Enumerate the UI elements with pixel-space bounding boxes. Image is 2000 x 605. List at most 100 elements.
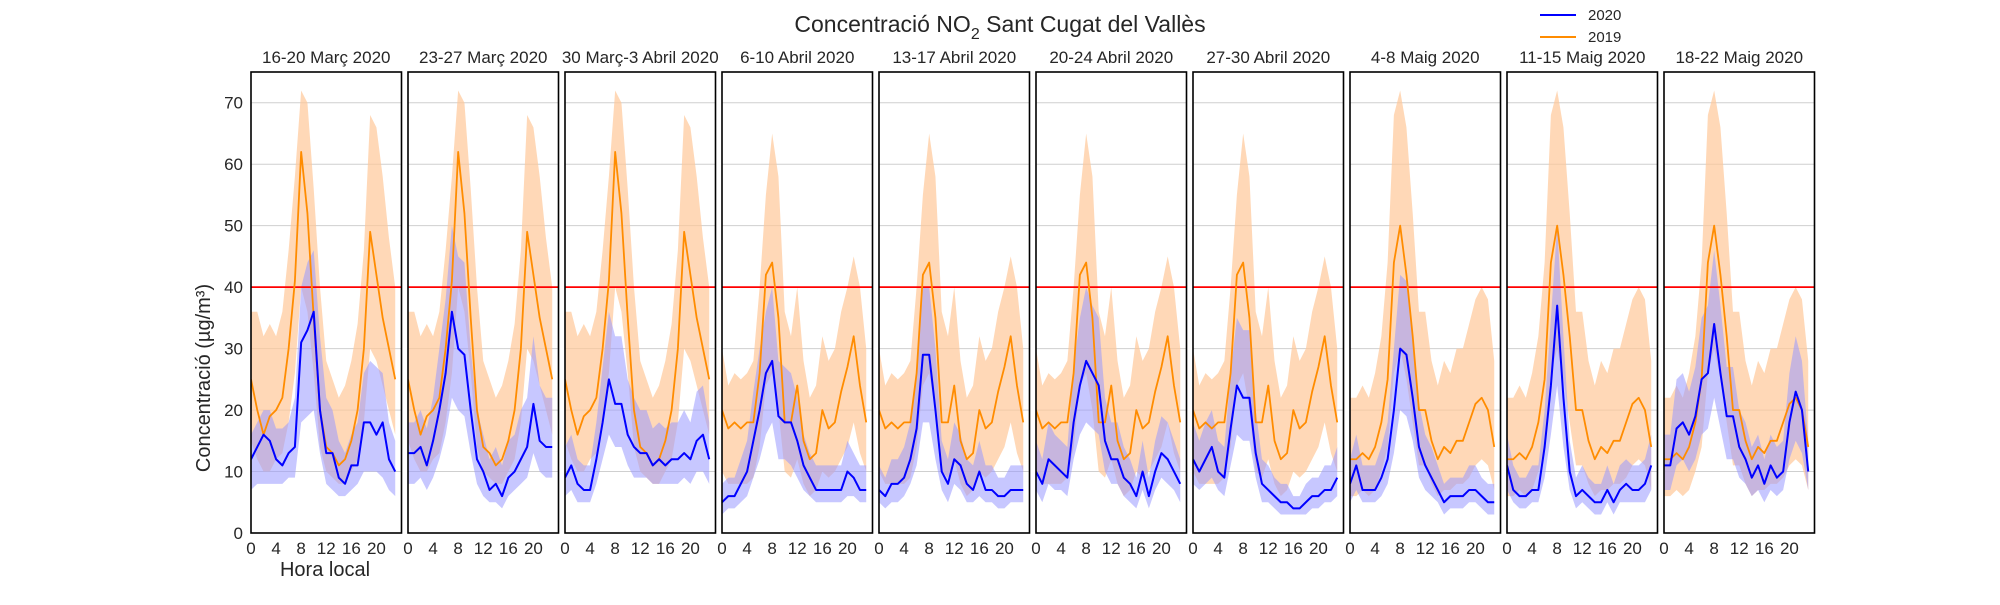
x-tick-label: 0 xyxy=(560,539,569,558)
series-2019-line xyxy=(408,151,554,467)
series-2020-line xyxy=(1350,347,1495,504)
panel-frame xyxy=(1192,71,1345,534)
x-tick-label: 0 xyxy=(403,539,412,558)
panel-9: 11-15 Maig 2020 0 4 8 12 16 20 xyxy=(1502,48,1659,558)
series-2019-line xyxy=(1036,261,1182,461)
series-2020-line xyxy=(722,359,867,503)
band-2020 xyxy=(408,225,553,509)
panel-4: 6-10 Abril 2020 0 4 8 12 16 20 xyxy=(717,48,874,558)
x-tick-label: 12 xyxy=(1102,539,1121,558)
x-tick-label: 16 xyxy=(1127,539,1146,558)
panel-2: 23-27 Març 2020 0 4 8 12 16 20 xyxy=(403,48,560,558)
x-tick-label: 4 xyxy=(899,539,908,558)
x-tick-label: 0 xyxy=(717,539,726,558)
panel-5: 13-17 Abril 2020 0 4 8 12 16 20 xyxy=(874,48,1031,558)
series-2020-line xyxy=(251,310,397,485)
panel-title: 16-20 Març 2020 xyxy=(262,48,391,67)
panel-title: 27-30 Abril 2020 xyxy=(1206,48,1330,67)
x-tick-label: 20 xyxy=(1780,539,1799,558)
panel-frame xyxy=(1035,71,1188,534)
y-tick-label: 10 xyxy=(224,463,243,482)
x-tick-label: 4 xyxy=(271,539,280,558)
x-tick-label: 12 xyxy=(1416,539,1435,558)
x-tick-label: 16 xyxy=(1441,539,1460,558)
x-tick-label: 20 xyxy=(1623,539,1642,558)
x-tick-label: 8 xyxy=(1709,539,1718,558)
x-tick-label: 20 xyxy=(1466,539,1485,558)
x-tick-label: 0 xyxy=(1502,539,1511,558)
panel-series xyxy=(251,90,402,497)
panel-series xyxy=(879,133,1030,509)
panel-series xyxy=(1193,133,1344,515)
x-tick-label: 20 xyxy=(838,539,857,558)
panel-frame xyxy=(564,71,717,534)
x-tick-label: 8 xyxy=(1238,539,1247,558)
x-tick-label: 16 xyxy=(813,539,832,558)
panel-frame xyxy=(878,71,1031,534)
panel-series xyxy=(565,90,716,503)
series-2020-line xyxy=(1664,323,1810,485)
x-tick-label: 12 xyxy=(788,539,807,558)
band-2020 xyxy=(879,287,1024,509)
legend-label-2020: 2020 xyxy=(1588,7,1621,24)
x-axis-label: Hora local xyxy=(280,559,370,581)
x-tick-label: 4 xyxy=(1684,539,1693,558)
panel-series xyxy=(408,90,559,509)
panel-6: 20-24 Abril 2020 0 4 8 12 16 20 xyxy=(1031,48,1188,558)
x-tick-label: 4 xyxy=(428,539,437,558)
y-tick-label: 40 xyxy=(224,278,243,297)
series-2020-line xyxy=(565,378,711,491)
x-tick-label: 16 xyxy=(1598,539,1617,558)
band-2019 xyxy=(251,90,396,484)
series-2020-line xyxy=(879,353,1024,498)
legend-label-2019: 2019 xyxy=(1588,29,1621,46)
x-tick-label: 12 xyxy=(1573,539,1592,558)
series-2019-line xyxy=(1193,261,1339,461)
band-2020 xyxy=(1507,225,1652,515)
x-tick-label: 12 xyxy=(474,539,493,558)
x-tick-label: 0 xyxy=(1659,539,1668,558)
panel-series xyxy=(1036,133,1187,509)
x-tick-label: 4 xyxy=(1527,539,1536,558)
x-tick-label: 4 xyxy=(742,539,751,558)
panel-series xyxy=(722,133,873,515)
panel-frame xyxy=(407,71,560,534)
x-tick-label: 20 xyxy=(995,539,1014,558)
x-tick-label: 8 xyxy=(296,539,305,558)
series-2020-line xyxy=(1036,359,1182,498)
y-tick-label: 60 xyxy=(224,155,243,174)
panel-3: 30 Març-3 Abril 2020 0 4 8 12 16 20 xyxy=(560,48,718,558)
panel-title: 30 Març-3 Abril 2020 xyxy=(562,48,719,67)
panel-7: 27-30 Abril 2020 0 4 8 12 16 20 xyxy=(1188,48,1345,558)
x-tick-label: 4 xyxy=(585,539,594,558)
legend: 2020 2019 xyxy=(1540,7,1621,46)
x-tick-label: 16 xyxy=(970,539,989,558)
x-tick-label: 8 xyxy=(1552,539,1561,558)
panel-title: 13-17 Abril 2020 xyxy=(892,48,1016,67)
series-2020-line xyxy=(408,310,553,498)
panel-title: 6-10 Abril 2020 xyxy=(740,48,854,67)
band-2020 xyxy=(1350,274,1495,515)
x-tick-label: 12 xyxy=(631,539,650,558)
band-2020 xyxy=(565,311,710,503)
panel-10: 18-22 Maig 2020 0 4 8 12 16 20 xyxy=(1659,48,1816,558)
x-tick-label: 20 xyxy=(524,539,543,558)
panel-frame xyxy=(250,71,403,534)
panel-title: 23-27 Març 2020 xyxy=(419,48,548,67)
panel-title: 18-22 Maig 2020 xyxy=(1675,48,1803,67)
x-tick-label: 20 xyxy=(367,539,386,558)
x-tick-label: 8 xyxy=(924,539,933,558)
x-tick-label: 4 xyxy=(1370,539,1379,558)
panel-frame xyxy=(1349,71,1502,534)
x-tick-label: 20 xyxy=(1152,539,1171,558)
series-2019-line xyxy=(722,261,868,461)
x-tick-label: 12 xyxy=(1730,539,1749,558)
y-tick-label: 50 xyxy=(224,217,243,236)
x-tick-label: 20 xyxy=(1309,539,1328,558)
series-2019-line xyxy=(1350,224,1496,461)
band-2020 xyxy=(251,250,396,497)
panel-series xyxy=(1507,90,1658,515)
y-tick-label: 0 xyxy=(234,524,243,543)
